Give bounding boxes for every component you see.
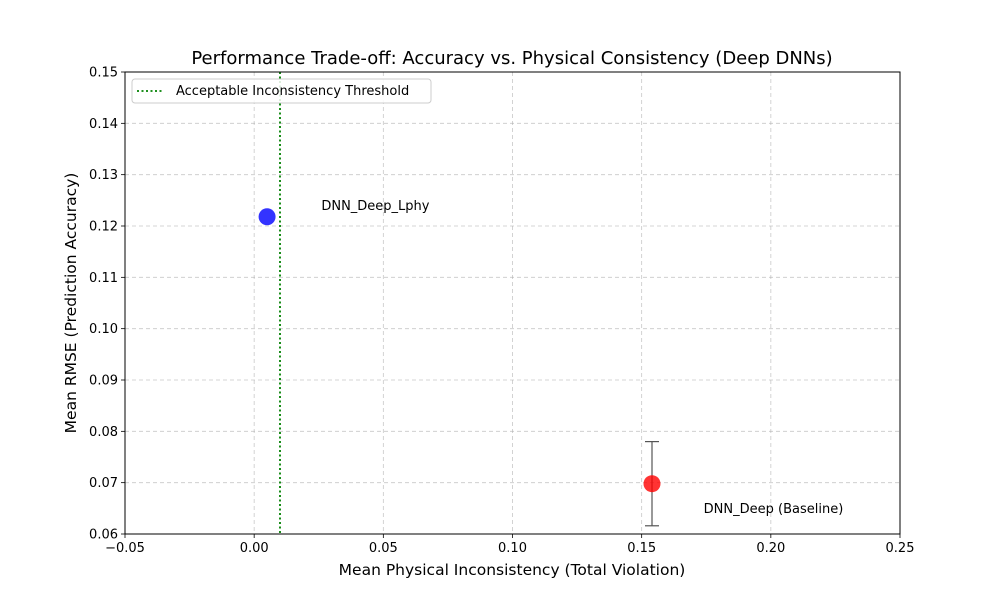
x-tick-label: 0.25 [886, 541, 915, 556]
y-tick-label: 0.12 [89, 220, 118, 235]
point-label: DNN_Deep_Lphy [321, 199, 429, 214]
y-tick-label: 0.15 [89, 66, 118, 81]
data-points [258, 208, 661, 493]
y-axis-ticks: 0.06 0.07 0.08 0.09 0.10 0.11 0.12 0.13 0.14 0.15 [89, 66, 125, 543]
data-point [258, 208, 276, 226]
x-tick-label: −0.05 [105, 541, 145, 556]
x-tick-label: 0.10 [498, 541, 527, 556]
point-label: DNN_Deep (Baseline) [704, 502, 844, 517]
y-tick-label: 0.09 [89, 374, 118, 389]
y-tick-label: 0.13 [89, 168, 118, 183]
chart-title: Performance Trade-off: Accuracy vs. Phys… [191, 48, 832, 69]
x-tick-label: 0.15 [627, 541, 656, 556]
x-tick-label: 0.20 [756, 541, 785, 556]
grid-lines [125, 72, 900, 534]
y-tick-label: 0.11 [89, 271, 118, 286]
y-tick-label: 0.06 [89, 528, 118, 543]
y-tick-label: 0.08 [89, 425, 118, 440]
legend-label-threshold: Acceptable Inconsistency Threshold [176, 84, 409, 99]
point-annotations: DNN_Deep_Lphy DNN_Deep (Baseline) [321, 199, 843, 517]
x-axis-ticks: −0.05 0.00 0.05 0.10 0.15 0.20 0.25 [105, 534, 914, 556]
y-tick-label: 0.10 [89, 322, 118, 337]
y-tick-label: 0.14 [89, 117, 118, 132]
legend-box [131, 78, 432, 104]
x-tick-label: 0.00 [240, 541, 269, 556]
x-tick-label: 0.05 [369, 541, 398, 556]
x-axis-label: Mean Physical Inconsistency (Total Viola… [339, 561, 686, 579]
legend: Acceptable Inconsistency Threshold [131, 78, 432, 104]
y-axis-label: Mean RMSE (Prediction Accuracy) [62, 173, 80, 434]
data-point [643, 475, 661, 493]
y-tick-label: 0.07 [89, 476, 118, 491]
